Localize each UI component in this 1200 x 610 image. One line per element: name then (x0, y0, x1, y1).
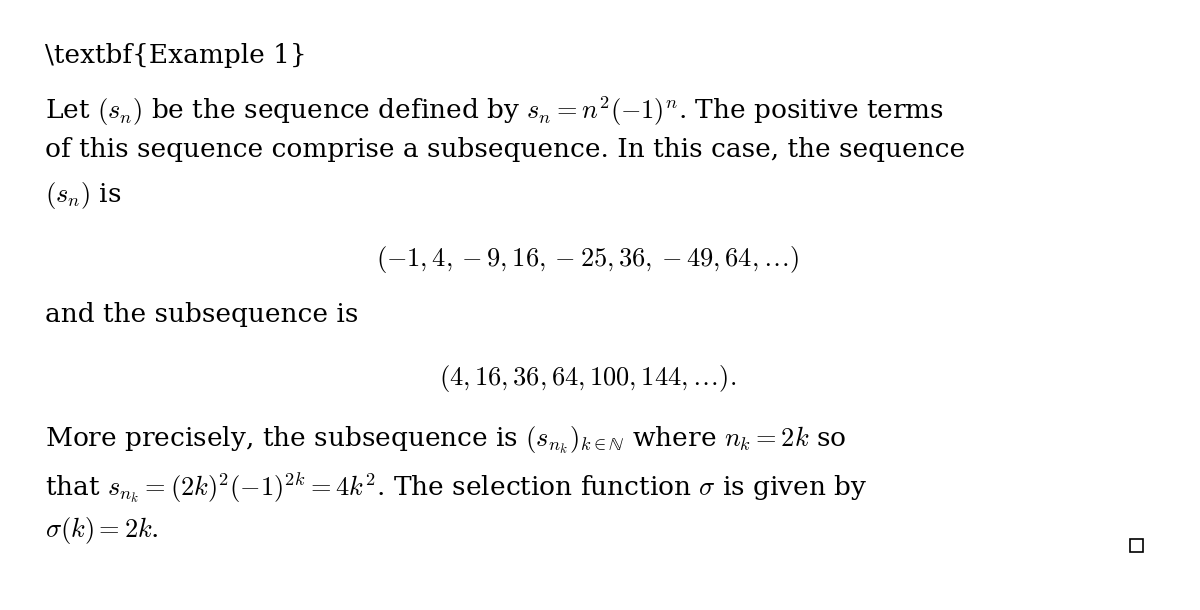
Text: and the subsequence is: and the subsequence is (44, 302, 358, 327)
Text: that $s_{n_k}{=}(2k)^2(-1)^{2k}{=}4k^2$. The selection function $\sigma$ is give: that $s_{n_k}{=}(2k)^2(-1)^{2k}{=}4k^2$.… (44, 470, 868, 506)
Text: More precisely, the subsequence is $(s_{n_k})_{k \in \mathbb{N}}$ where $n_k{=}2: More precisely, the subsequence is $(s_{… (44, 424, 846, 456)
Bar (1130, 539, 1144, 552)
Text: $(4, 16, 36, 64, 100, 144, \ldots).$: $(4, 16, 36, 64, 100, 144, \ldots).$ (439, 363, 736, 394)
Text: \textbf{Example 1}: \textbf{Example 1} (44, 43, 306, 68)
Text: $\sigma(k){=}2k$.: $\sigma(k){=}2k$. (44, 515, 158, 547)
Text: $(s_n)$ is: $(s_n)$ is (44, 180, 121, 211)
Text: Let $(s_n)$ be the sequence defined by $s_n = n^2(-1)^n$. The positive terms: Let $(s_n)$ be the sequence defined by $… (44, 95, 943, 128)
Text: $(-1, 4, -9, 16, -25, 36, -49, 64, \ldots)$: $(-1, 4, -9, 16, -25, 36, -49, 64, \ldot… (376, 244, 799, 275)
Text: of this sequence comprise a subsequence. In this case, the sequence: of this sequence comprise a subsequence.… (44, 137, 965, 162)
